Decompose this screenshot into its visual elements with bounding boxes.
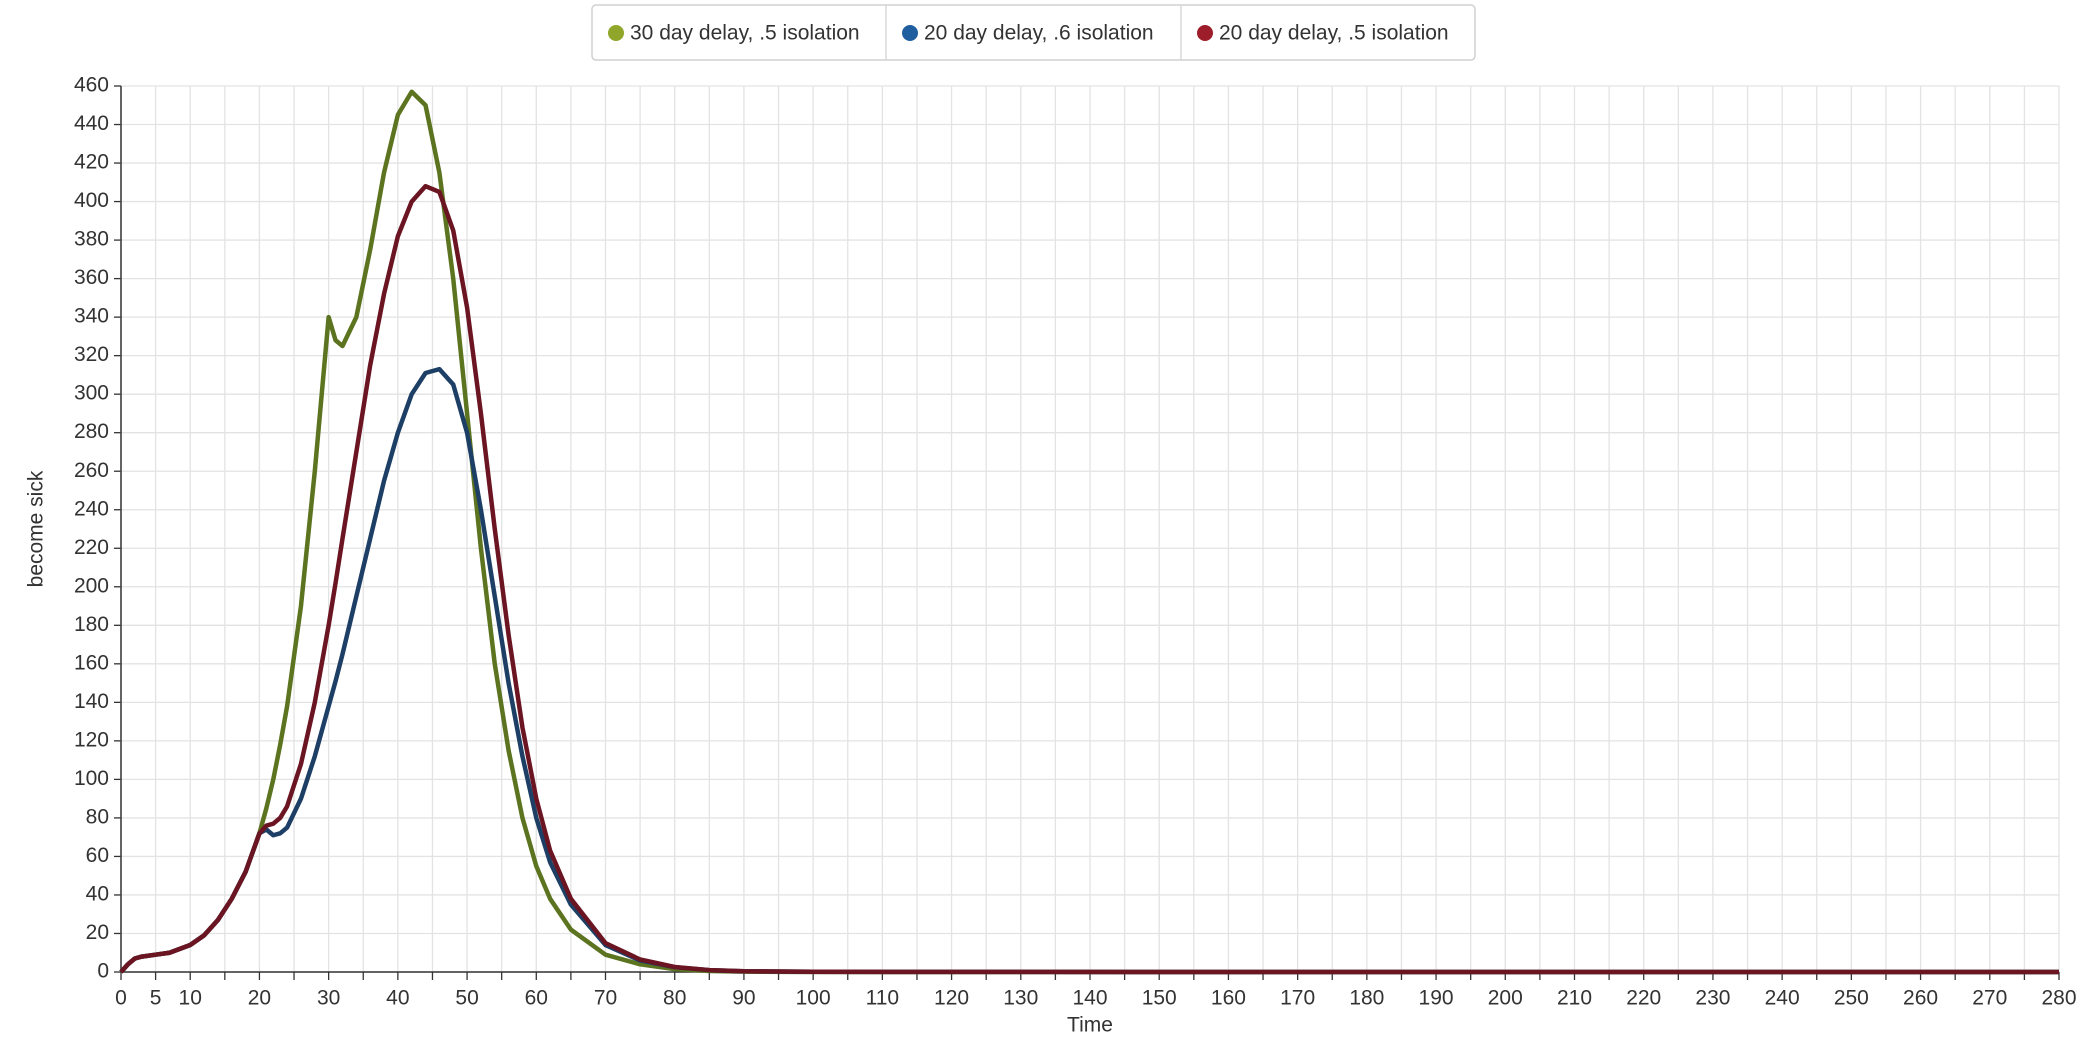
x-tick-label: 240 <box>1765 987 1800 1010</box>
x-tick-label: 200 <box>1488 987 1523 1010</box>
series-line <box>119 183 2059 975</box>
y-tick-label: 20 <box>86 921 109 944</box>
y-tick-label: 420 <box>74 151 109 174</box>
y-tick-label: 120 <box>74 728 109 751</box>
x-tick-label: 160 <box>1211 987 1246 1010</box>
y-tick-label: 440 <box>74 112 109 135</box>
x-tick-label: 140 <box>1072 987 1107 1010</box>
legend-marker <box>902 25 918 41</box>
y-tick-label: 300 <box>74 382 109 405</box>
x-tick-label: 50 <box>455 987 478 1010</box>
x-tick-label: 220 <box>1626 987 1661 1010</box>
legend-label[interactable]: 30 day delay, .5 isolation <box>630 22 860 45</box>
y-tick-label: 460 <box>74 74 109 97</box>
grid: 0204060801001201401601802002202402602803… <box>74 74 2077 1010</box>
y-tick-label: 360 <box>74 266 109 289</box>
x-tick-label: 230 <box>1695 987 1730 1010</box>
y-tick-label: 100 <box>74 767 109 790</box>
x-tick-label: 180 <box>1349 987 1384 1010</box>
x-tick-label: 170 <box>1280 987 1315 1010</box>
x-tick-label: 260 <box>1903 987 1938 1010</box>
x-tick-label: 150 <box>1142 987 1177 1010</box>
x-tick-label: 40 <box>386 987 409 1010</box>
legend-box <box>591 4 1476 61</box>
legend-label[interactable]: 20 day delay, .6 isolation <box>924 22 1154 45</box>
legend-marker <box>1197 25 1213 41</box>
plot <box>119 89 2059 975</box>
x-axis-label: Time <box>1067 1014 1113 1037</box>
x-tick-label: 30 <box>317 987 340 1010</box>
y-tick-label: 180 <box>74 613 109 636</box>
y-tick-label: 160 <box>74 651 109 674</box>
y-tick-label: 240 <box>74 497 109 520</box>
x-tick-label: 0 <box>115 987 127 1010</box>
x-tick-label: 190 <box>1419 987 1454 1010</box>
legend-label[interactable]: 20 day delay, .5 isolation <box>1219 22 1449 45</box>
x-tick-label: 130 <box>1003 987 1038 1010</box>
y-tick-label: 380 <box>74 228 109 251</box>
x-tick-label: 120 <box>934 987 969 1010</box>
x-tick-label: 280 <box>2041 987 2076 1010</box>
y-tick-label: 40 <box>86 883 109 906</box>
x-tick-label: 210 <box>1557 987 1592 1010</box>
y-tick-label: 60 <box>86 844 109 867</box>
y-tick-label: 280 <box>74 420 109 443</box>
y-tick-label: 200 <box>74 574 109 597</box>
x-tick-label: 250 <box>1834 987 1869 1010</box>
y-axis-label: become sick <box>25 470 48 587</box>
y-tick-label: 140 <box>74 690 109 713</box>
x-tick-label: 100 <box>796 987 831 1010</box>
y-tick-label: 0 <box>97 960 109 983</box>
y-tick-label: 340 <box>74 305 109 328</box>
legend: 30 day delay, .5 isolation 20 day delay, … <box>591 4 1476 61</box>
x-tick-label: 10 <box>179 987 202 1010</box>
x-tick-label: 110 <box>866 987 899 1010</box>
x-tick-label: 270 <box>1972 987 2007 1010</box>
y-tick-label: 400 <box>74 189 109 212</box>
x-tick-label: 80 <box>663 987 686 1010</box>
y-tick-label: 320 <box>74 343 109 366</box>
y-tick-label: 220 <box>74 536 109 559</box>
y-tick-label: 260 <box>74 459 109 482</box>
x-tick-label: 70 <box>594 987 617 1010</box>
y-tick-label: 80 <box>86 805 109 828</box>
x-tick-label: 20 <box>248 987 271 1010</box>
x-tick-label: 5 <box>150 987 162 1010</box>
x-tick-label: 90 <box>732 987 755 1010</box>
x-tick-label: 60 <box>525 987 548 1010</box>
legend-marker <box>608 25 624 41</box>
